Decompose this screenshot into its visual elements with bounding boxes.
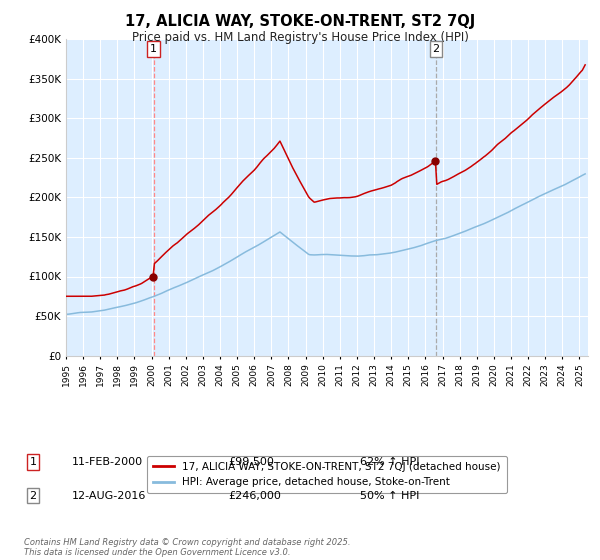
- Text: 50% ↑ HPI: 50% ↑ HPI: [360, 491, 419, 501]
- Text: 1: 1: [29, 457, 37, 467]
- Text: £246,000: £246,000: [228, 491, 281, 501]
- Text: 2: 2: [29, 491, 37, 501]
- Legend: 17, ALICIA WAY, STOKE-ON-TRENT, ST2 7QJ (detached house), HPI: Average price, de: 17, ALICIA WAY, STOKE-ON-TRENT, ST2 7QJ …: [147, 456, 507, 493]
- Text: £99,500: £99,500: [228, 457, 274, 467]
- Text: 11-FEB-2000: 11-FEB-2000: [72, 457, 143, 467]
- Text: 1: 1: [150, 44, 157, 54]
- Text: 12-AUG-2016: 12-AUG-2016: [72, 491, 146, 501]
- Text: 17, ALICIA WAY, STOKE-ON-TRENT, ST2 7QJ: 17, ALICIA WAY, STOKE-ON-TRENT, ST2 7QJ: [125, 14, 475, 29]
- Text: 2: 2: [433, 44, 440, 54]
- Text: 62% ↑ HPI: 62% ↑ HPI: [360, 457, 419, 467]
- Text: Price paid vs. HM Land Registry's House Price Index (HPI): Price paid vs. HM Land Registry's House …: [131, 31, 469, 44]
- Text: Contains HM Land Registry data © Crown copyright and database right 2025.
This d: Contains HM Land Registry data © Crown c…: [24, 538, 350, 557]
